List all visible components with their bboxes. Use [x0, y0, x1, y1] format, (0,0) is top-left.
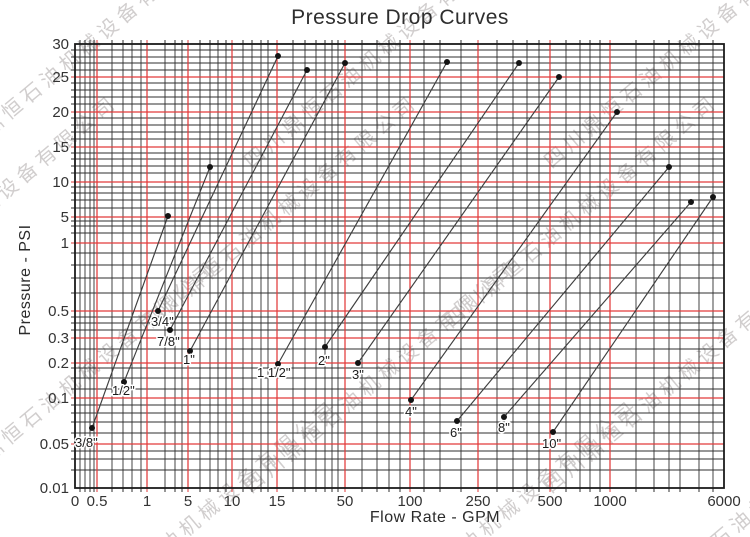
y-tick-label: 1 — [61, 235, 69, 252]
y-tick-label: 20 — [52, 104, 69, 121]
curve-label: 3/8" — [75, 435, 98, 450]
curve-label: 10" — [542, 436, 561, 451]
x-tick-label: 6000 — [707, 493, 740, 510]
y-tick-label: 0.2 — [48, 355, 69, 372]
curve-label: 8" — [498, 420, 510, 435]
data-point — [614, 109, 620, 115]
curve-78: 7/8" — [156, 67, 310, 351]
data-point — [516, 60, 522, 66]
y-tick-label: 0.1 — [48, 390, 69, 407]
y-tick-label: 30 — [52, 36, 69, 53]
data-point — [322, 344, 328, 350]
axis-ticks — [71, 40, 714, 492]
data-point — [550, 429, 556, 435]
plot-border — [74, 43, 725, 489]
data-point — [275, 361, 281, 367]
x-tick-label: 100 — [397, 493, 422, 510]
curve-label: 4" — [405, 404, 417, 419]
x-tick-label: 0.5 — [87, 493, 108, 510]
curve-line — [189, 62, 346, 352]
data-point — [342, 60, 348, 66]
curve-line — [157, 55, 279, 312]
data-point — [556, 74, 562, 80]
curve-6: 6" — [449, 164, 672, 442]
curve-1: 1" — [182, 60, 348, 369]
curve-8: 8" — [497, 199, 694, 437]
curve-line — [357, 76, 560, 364]
data-point — [165, 213, 171, 219]
curve-label: 6" — [450, 425, 462, 440]
x-tick-label: 10 — [224, 493, 241, 510]
curve-4: 4" — [404, 109, 620, 421]
curve-line — [324, 62, 520, 348]
curve-10: 10" — [541, 194, 716, 453]
curve-line — [456, 166, 670, 422]
curve-line — [123, 166, 211, 383]
y-tick-label: 0.05 — [40, 436, 69, 453]
x-tick-label: 5 — [184, 493, 192, 510]
curve-label: 1 1/2" — [257, 365, 291, 380]
x-tick-label: 1 — [143, 493, 151, 510]
y-tick-label: 10 — [52, 174, 69, 191]
data-point — [408, 397, 414, 403]
curve-label: 1/2" — [112, 383, 135, 398]
data-point — [688, 199, 694, 205]
curve-3: 3" — [351, 74, 562, 384]
curve-label: 7/8" — [157, 334, 180, 349]
y-tick-label: 0.01 — [40, 480, 69, 497]
y-tick-label: 0.5 — [48, 303, 69, 320]
curve-2: 2" — [317, 60, 522, 370]
x-tick-label: 15 — [269, 493, 286, 510]
curve-label: 3/4" — [151, 314, 174, 329]
data-point — [167, 327, 173, 333]
data-point — [121, 379, 127, 385]
minor-grid — [75, 44, 724, 488]
curve-38: 3/8" — [74, 213, 171, 452]
curve-line — [552, 196, 714, 433]
x-tick-label: 50 — [337, 493, 354, 510]
y-tick-label: 5 — [61, 209, 69, 226]
x-tick-label: 500 — [537, 493, 562, 510]
curve-line — [277, 61, 448, 365]
data-point — [355, 360, 361, 366]
data-point — [155, 308, 161, 314]
y-axis-title: Pressure - PSI — [17, 224, 34, 336]
curve-label: 3" — [352, 367, 364, 382]
red-grid — [75, 44, 724, 488]
data-point — [710, 194, 716, 200]
curve-line — [410, 111, 618, 401]
x-tick-label: 250 — [465, 493, 490, 510]
chart-title: Pressure Drop Curves — [291, 6, 509, 29]
y-tick-label: 15 — [52, 139, 69, 156]
curve-line — [91, 215, 169, 429]
x-tick-labels: 0 0.5 1 5 10 15 50 100 250 500 1000 6000 — [71, 493, 741, 510]
curve-112: 1 1/2" — [256, 59, 450, 382]
curve-34: 3/4" — [150, 53, 281, 331]
curve-12: 1/2" — [111, 164, 213, 400]
curve-label: 2" — [318, 353, 330, 368]
y-tick-label: 0.3 — [48, 330, 69, 347]
curve-line — [169, 69, 308, 331]
curve-label: 1" — [183, 352, 195, 367]
x-tick-label: 1000 — [593, 493, 626, 510]
data-point — [444, 59, 450, 65]
data-point — [187, 348, 193, 354]
curve-line — [503, 201, 692, 418]
data-point — [89, 425, 95, 431]
y-tick-label: 25 — [52, 69, 69, 86]
x-axis-title: Flow Rate - GPM — [369, 509, 501, 526]
data-point — [304, 67, 310, 73]
x-tick-label: 0 — [71, 493, 79, 510]
data-point — [275, 53, 281, 59]
data-point — [207, 164, 213, 170]
data-point — [666, 164, 672, 170]
data-point — [454, 418, 460, 424]
y-tick-labels: 30 25 20 15 10 5 1 0.5 0.3 0.2 0.1 0.05 0.01 — [40, 36, 69, 497]
data-point — [501, 414, 507, 420]
